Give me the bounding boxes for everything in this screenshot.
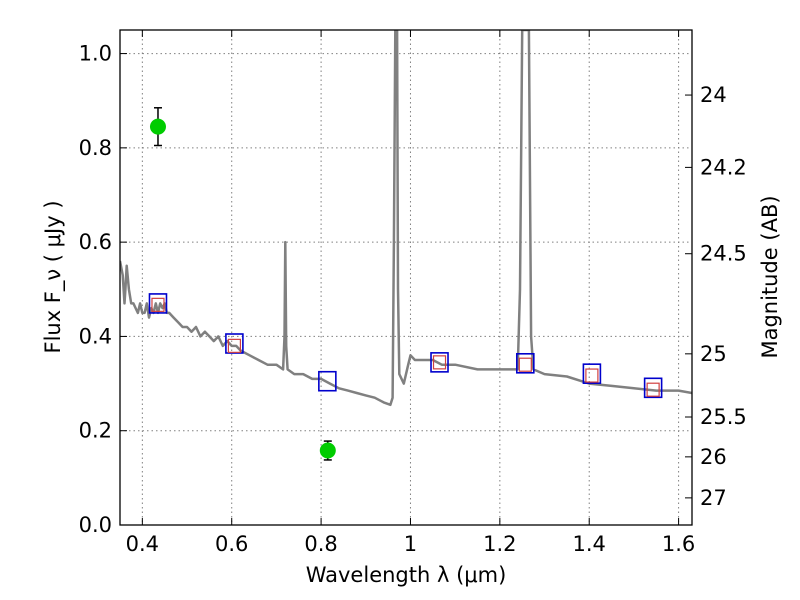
synthetic-photometry-marker bbox=[582, 363, 602, 384]
synthetic-photometry-marker bbox=[225, 333, 244, 354]
synthetic-photometry-marker bbox=[318, 370, 337, 392]
x-tick-label: 1.4 bbox=[573, 532, 606, 556]
synthetic-photometry-marker bbox=[516, 352, 535, 374]
photometry-layer bbox=[148, 107, 663, 461]
y-tick-label: 0.8 bbox=[79, 136, 112, 160]
y2-tick-label: 25.5 bbox=[700, 405, 747, 429]
tick-labels: 0.4 0.6 0.8 1 1.2 1.4 1.6 0.0 0.2 0.4 0.6 0.8 1.0 24 2… bbox=[79, 42, 747, 556]
y-tick-label: 0.4 bbox=[79, 324, 112, 348]
model-photometry-marker bbox=[518, 357, 532, 372]
x-tick-label: 0.4 bbox=[126, 532, 159, 556]
model-spectrum-line bbox=[120, 30, 692, 407]
y-tick-label: 0.0 bbox=[79, 513, 112, 537]
x-tick-label: 1.6 bbox=[662, 532, 695, 556]
model-photometry-marker bbox=[151, 297, 165, 312]
y2-tick-label: 24 bbox=[700, 83, 727, 107]
model-photometry-marker bbox=[227, 338, 241, 353]
x-tick-label: 1.2 bbox=[483, 532, 516, 556]
model-photometry-marker bbox=[646, 382, 660, 397]
y2-axis-label: Magnitude (AB) bbox=[758, 195, 782, 358]
y2-tick-label: 25 bbox=[700, 342, 727, 366]
model-photometry-marker bbox=[432, 355, 447, 370]
plot-frame bbox=[119, 29, 693, 526]
y-tick-label: 0.2 bbox=[79, 419, 112, 443]
x-tick-label: 0.6 bbox=[215, 532, 248, 556]
model-photometry-marker bbox=[585, 368, 599, 383]
y2-tick-label: 24.5 bbox=[700, 242, 747, 266]
synthetic-photometry-marker bbox=[148, 293, 168, 314]
observed-flux-point bbox=[319, 442, 336, 459]
synthetic-photometry-marker bbox=[430, 352, 449, 373]
y-tick-label: 0.6 bbox=[79, 230, 112, 254]
tick-marks bbox=[120, 30, 692, 526]
synthetic-photometry-marker bbox=[643, 377, 663, 399]
y2-tick-label: 27 bbox=[700, 486, 727, 510]
y-tick-label: 1.0 bbox=[79, 42, 112, 66]
grid-lines bbox=[120, 30, 692, 526]
y2-tick-label: 26 bbox=[700, 445, 727, 469]
y-axis-label: Flux F_ν ( μJy ) bbox=[41, 200, 66, 353]
x-tick-label: 0.8 bbox=[304, 532, 337, 556]
x-tick-label: 1 bbox=[404, 532, 417, 556]
observed-flux-point bbox=[149, 118, 166, 135]
y2-tick-label: 24.2 bbox=[700, 155, 747, 179]
x-axis-label: Wavelength λ (μm) bbox=[306, 563, 507, 587]
model-spectrum-layer bbox=[120, 30, 692, 407]
